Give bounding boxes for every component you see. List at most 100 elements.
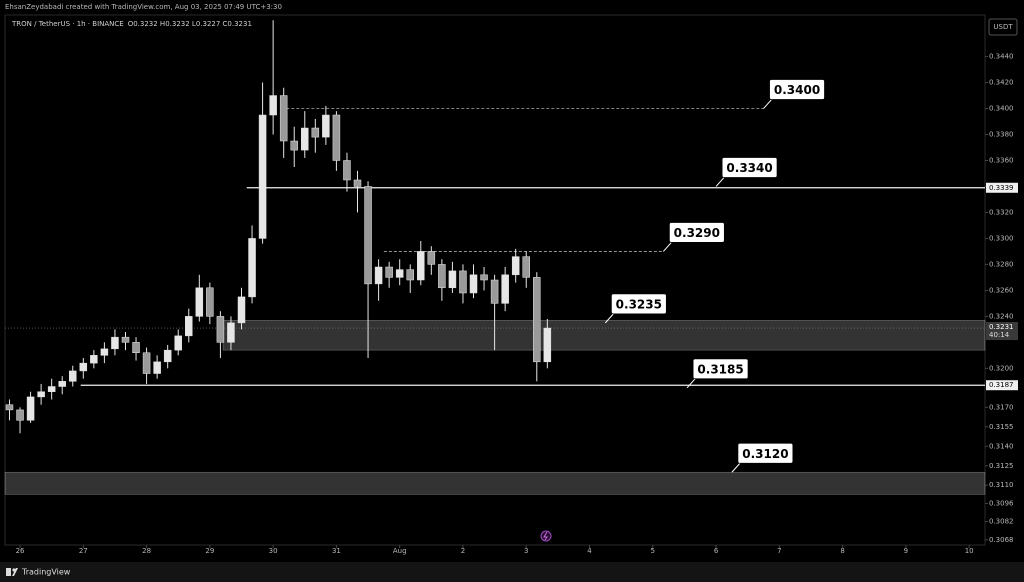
candle-body	[511, 256, 520, 276]
y-tick-label: 0.3110	[989, 481, 1014, 489]
candle-body	[174, 335, 182, 351]
candle-body	[195, 287, 204, 317]
y-tick-label: 0.3170	[989, 403, 1014, 411]
callout-label: 0.3290	[674, 226, 720, 240]
symbol: TRON / TetherUS · 1h · BINANCE	[11, 20, 124, 28]
footer-bar	[0, 562, 1024, 582]
last-price-label: 0.3231	[989, 323, 1014, 331]
x-tick-label: 28	[142, 547, 151, 555]
y-tick-label: 0.3240	[989, 312, 1014, 320]
x-tick-label: 9	[904, 547, 908, 555]
footer-logo	[6, 568, 18, 576]
candle-body	[5, 404, 14, 411]
x-tick-label: 29	[205, 547, 214, 555]
callout: 0.3120	[737, 442, 794, 464]
y-tick-label: 0.3155	[989, 423, 1014, 431]
zone	[222, 319, 986, 351]
callout-label: 0.3400	[774, 83, 820, 97]
candle-body	[322, 114, 330, 138]
callout-label: 0.3185	[697, 362, 743, 376]
candle-body	[90, 355, 98, 364]
callout-pointer	[662, 242, 672, 252]
zone	[4, 471, 986, 495]
callout-pointer	[731, 462, 741, 473]
callout: 0.3290	[668, 222, 725, 243]
y-tick-label: 0.3068	[989, 536, 1014, 544]
candle-body	[395, 269, 404, 278]
callout-pointer	[604, 313, 614, 324]
y-tick-label: 0.3140	[989, 442, 1014, 450]
y-tick-label: 0.3300	[989, 234, 1014, 242]
candle-body	[343, 160, 351, 181]
candle-body	[37, 391, 45, 398]
callout-box	[737, 442, 794, 464]
candle-body	[269, 95, 277, 116]
last-price-box	[986, 322, 1018, 341]
candle-body	[501, 274, 509, 304]
y-tick-label: 0.3380	[989, 131, 1014, 139]
candle-body	[480, 274, 488, 281]
candle-body	[26, 396, 35, 421]
candle-body	[290, 140, 298, 151]
callout: 0.3235	[610, 293, 667, 315]
callout-label: 0.3340	[726, 161, 772, 175]
x-tick-label: 7	[777, 547, 781, 555]
x-tick-label: 30	[269, 547, 278, 555]
event-icon-bolt	[543, 531, 548, 541]
candle-body	[459, 270, 467, 294]
callout: 0.3185	[692, 358, 749, 380]
x-tick-label: 8	[840, 547, 844, 555]
candle-body	[427, 251, 436, 265]
candle-body	[469, 274, 478, 294]
candle-body	[258, 114, 267, 239]
x-tick-label: 26	[16, 547, 25, 555]
plot-frame	[4, 14, 986, 546]
callout-box	[692, 358, 749, 380]
candle-body	[132, 342, 140, 353]
x-tick-label: 4	[587, 547, 592, 555]
candle-body	[121, 336, 130, 343]
candle-body	[111, 336, 119, 350]
symbol-line: TRON / TetherUS · 1h · BINANCE O0.3232 H0…	[11, 20, 252, 28]
footer-brand: TradingView	[21, 568, 71, 577]
y-tick-label: 0.3280	[989, 260, 1014, 268]
candle-body	[311, 127, 320, 138]
y-tick-label: 0.3200	[989, 364, 1014, 372]
candle-body	[79, 362, 88, 372]
callout-pointer	[763, 99, 772, 109]
candle-body	[227, 322, 235, 343]
y-tick-label: 0.3360	[989, 156, 1014, 164]
candle-body	[216, 316, 225, 343]
candle-body	[16, 409, 24, 421]
event-icon[interactable]	[540, 530, 552, 542]
y-tick-label: 0.3125	[989, 462, 1014, 470]
callout-box	[769, 79, 825, 100]
candle-body	[417, 251, 425, 281]
candle-body	[58, 381, 66, 387]
x-tick-label: 2	[461, 547, 465, 555]
candle-body	[47, 386, 56, 392]
axis-level-label: 0.3187	[989, 381, 1014, 389]
candle-body	[353, 179, 362, 187]
candle-body	[69, 370, 77, 382]
callout-pointer	[715, 177, 725, 187]
callout-label: 0.3235	[616, 297, 662, 311]
y-tick-label: 0.3400	[989, 105, 1014, 113]
currency: USDT	[993, 23, 1013, 31]
candle-body	[374, 266, 383, 285]
axis-level-label: 0.3339	[989, 184, 1014, 192]
candle-body	[364, 186, 372, 285]
callout-box	[668, 222, 725, 243]
currency-box[interactable]	[988, 18, 1018, 36]
countdown-label: 40:14	[989, 331, 1010, 339]
x-tick-label: 10	[965, 547, 974, 555]
candle-body	[438, 264, 446, 289]
candle-body	[522, 256, 530, 278]
callout-label: 0.3120	[742, 447, 788, 461]
candle-body	[533, 277, 541, 363]
candle-body	[385, 266, 393, 278]
candle-body	[163, 349, 172, 363]
x-tick-label: 31	[332, 547, 341, 555]
candle-body	[448, 270, 457, 289]
